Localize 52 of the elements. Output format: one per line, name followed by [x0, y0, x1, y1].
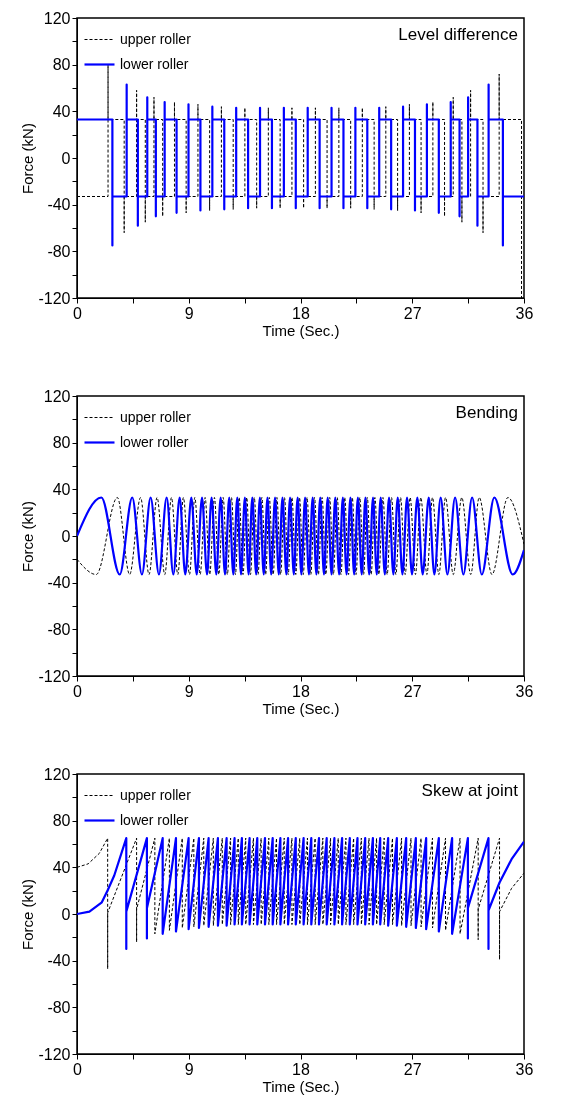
y-tick-label: 40: [52, 480, 71, 498]
y-axis-title: Force (kN): [19, 501, 37, 572]
y-tick-label: 120: [43, 387, 71, 405]
x-tick-label: 27: [403, 1060, 422, 1078]
y-tick-label: -40: [47, 952, 71, 970]
y-tick-label: 40: [52, 102, 71, 120]
y-tick-label: 120: [43, 765, 71, 783]
x-tick-label: 0: [73, 1060, 83, 1078]
y-tick-label: 80: [52, 812, 71, 830]
y-tick-label: 120: [43, 9, 71, 27]
legend-label: upper roller: [120, 30, 192, 47]
x-tick-label: 9: [184, 682, 194, 700]
y-tick-label: -120: [38, 289, 71, 307]
x-tick-label: 27: [403, 304, 422, 322]
chart-title: Skew at joint: [421, 781, 519, 800]
x-tick-label: 27: [403, 682, 422, 700]
x-tick-label: 18: [292, 304, 310, 322]
legend-label: lower roller: [120, 55, 189, 72]
y-tick-label: -120: [38, 1045, 71, 1063]
x-tick-label: 9: [184, 1060, 194, 1078]
y-tick-label: 40: [52, 858, 71, 876]
legend-label: upper roller: [120, 786, 192, 803]
line-series: [77, 83, 524, 247]
y-tick-label: 0: [61, 149, 71, 167]
y-tick-label: -120: [38, 667, 71, 685]
y-tick-label: -80: [47, 242, 71, 260]
x-tick-label: 9: [184, 304, 194, 322]
y-tick-label: 80: [52, 434, 71, 452]
legend-label: lower roller: [120, 433, 189, 450]
y-tick-label: 0: [61, 905, 71, 923]
x-tick-label: 0: [73, 304, 83, 322]
y-tick-label: 0: [61, 527, 71, 545]
x-axis-title: Time (Sec.): [262, 1077, 340, 1095]
y-tick-label: -80: [47, 620, 71, 638]
y-tick-label: -40: [47, 574, 71, 592]
x-axis-title: Time (Sec.): [262, 699, 340, 717]
chart-title: Bending: [455, 403, 518, 422]
y-tick-label: 80: [52, 56, 71, 74]
y-tick-label: -40: [47, 196, 71, 214]
y-tick-label: -80: [47, 998, 71, 1016]
x-tick-label: 36: [515, 682, 534, 700]
x-tick-label: 0: [73, 682, 83, 700]
x-tick-label: 18: [292, 682, 310, 700]
legend-label: lower roller: [120, 811, 189, 828]
legend-label: upper roller: [120, 408, 192, 425]
y-axis-title: Force (kN): [19, 879, 37, 950]
x-tick-label: 36: [515, 1060, 534, 1078]
x-tick-label: 36: [515, 304, 534, 322]
x-axis-title: Time (Sec.): [262, 321, 340, 339]
y-axis-title: Force (kN): [19, 123, 37, 194]
chart-title: Level difference: [398, 25, 518, 44]
x-tick-label: 18: [292, 1060, 310, 1078]
